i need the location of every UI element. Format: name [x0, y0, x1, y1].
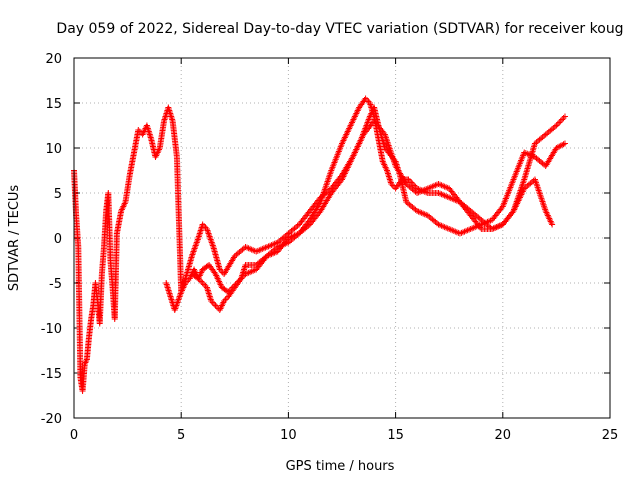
grid	[74, 58, 610, 418]
y-tick-label: -15	[41, 367, 62, 382]
data-point	[556, 119, 563, 126]
data-point	[560, 141, 567, 148]
x-tick-label: 25	[602, 428, 619, 443]
data-point	[201, 281, 208, 288]
data-point	[560, 115, 567, 121]
y-tick-label: 0	[54, 232, 62, 247]
data-point	[83, 358, 90, 364]
data-point	[208, 298, 215, 304]
data-point	[559, 116, 566, 123]
data-point	[135, 127, 142, 133]
y-tick-label: 20	[45, 52, 62, 67]
data-point	[216, 266, 223, 273]
y-tick-label: -5	[49, 277, 62, 292]
x-axis-label: GPS time / hours	[286, 459, 395, 474]
x-tick-label: 0	[70, 428, 78, 443]
y-axis-label: SDTVAR / TECUs	[7, 185, 22, 292]
data-point	[557, 118, 564, 124]
axis-ticks: 0 5 10 15 20 25 -20 -15 -10 -5 0 5 10 15 20	[41, 52, 619, 443]
chart-title: Day 059 of 2022, Sidereal Day-to-day VTE…	[56, 21, 623, 37]
data-point	[561, 140, 568, 147]
y-tick-label: 10	[45, 142, 62, 157]
x-tick-label: 5	[177, 428, 185, 443]
y-tick-label: -10	[41, 322, 62, 337]
data-point	[212, 302, 219, 309]
data-point	[199, 221, 206, 228]
data-point	[211, 301, 218, 307]
data-points	[71, 95, 568, 394]
y-tick-label: 5	[54, 187, 62, 202]
data-point	[388, 181, 395, 187]
data-point	[224, 288, 231, 295]
plot-frame	[73, 57, 611, 419]
data-point	[554, 121, 561, 127]
x-tick-label: 10	[280, 428, 297, 443]
data-point	[82, 359, 89, 366]
data-point	[549, 221, 556, 228]
y-tick-label: -20	[41, 412, 62, 427]
x-tick-label: 15	[387, 428, 404, 443]
data-point	[561, 113, 568, 120]
y-tick-label: 15	[45, 97, 62, 112]
x-tick-label: 20	[495, 428, 512, 443]
data-point	[199, 280, 206, 286]
